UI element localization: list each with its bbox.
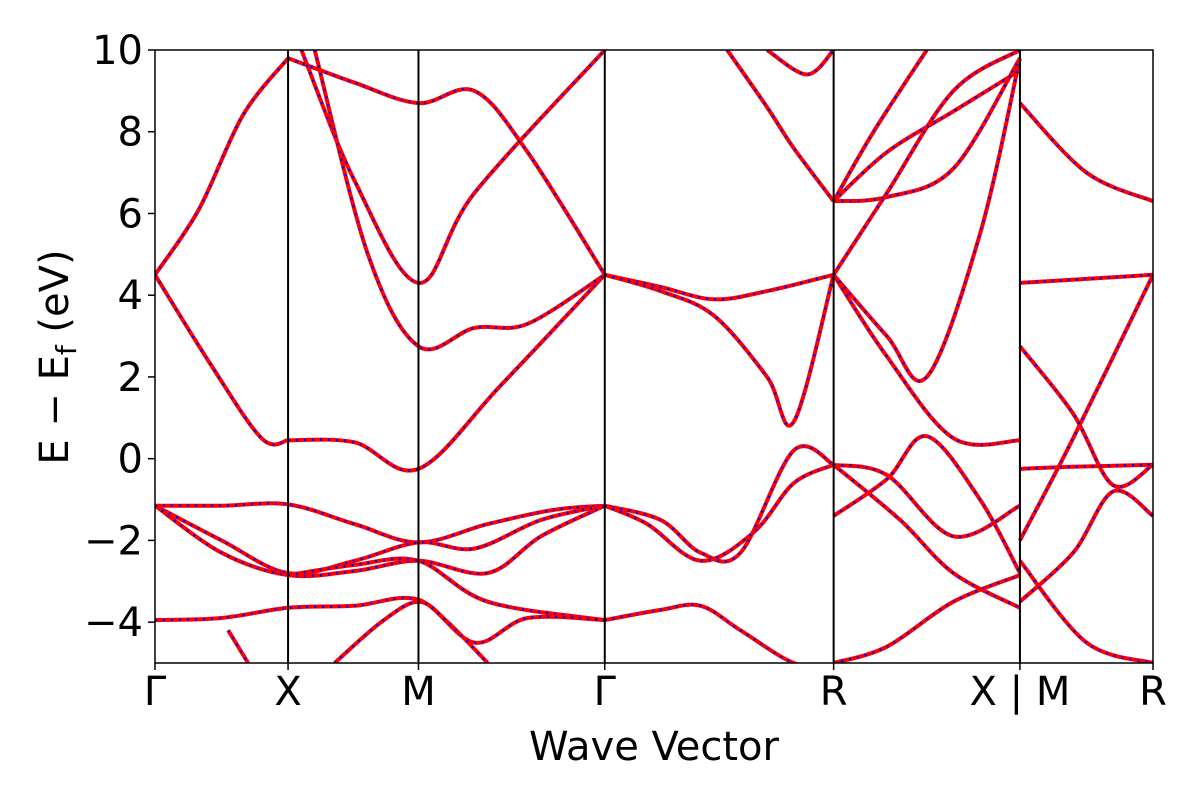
band-line-12: [333, 599, 490, 663]
band-line-3: [288, 273, 607, 473]
band-line-36: [1018, 559, 1153, 663]
x-tick-label-1: X: [274, 669, 301, 715]
high-symmetry-lines: [287, 50, 1021, 663]
plot-frame: [154, 49, 1154, 664]
band-line-overlay-9: [287, 557, 605, 622]
band-line-overlay-8: [155, 504, 606, 578]
band-line-overlay-10: [155, 596, 605, 644]
x-tick-label-6: R: [1139, 669, 1167, 715]
y-axis-label-unit: (eV): [32, 249, 78, 345]
band-line-28: [832, 68, 1021, 203]
band-line-21: [832, 434, 1022, 575]
band-line-overlay-1: [287, 57, 606, 276]
y-tick-label-2: 0: [118, 437, 143, 483]
y-axis-label-subscript: f: [50, 344, 83, 355]
band-line-overlay-22: [832, 463, 1021, 609]
y-tick-label-5: 6: [118, 191, 143, 237]
band-line-18: [725, 50, 836, 203]
y-tick-label-1: −2: [84, 518, 143, 564]
band-line-29: [831, 50, 929, 203]
x-tick-label-4: R: [820, 669, 848, 715]
band-line-overlay-12: [333, 600, 489, 663]
band-line-4: [299, 50, 607, 285]
band-line-overlay-21: [832, 434, 1022, 574]
band-line-overlay-7: [155, 504, 606, 575]
y-tick-label-4: 4: [118, 273, 143, 319]
x-tick-label-0: Γ: [144, 669, 167, 715]
band-line-overlay-2: [155, 274, 289, 446]
y-tick-label-3: 2: [118, 355, 143, 401]
band-line-34: [1019, 462, 1153, 471]
band-line-overlay-0: [155, 57, 290, 276]
band-line-overlay-36: [1018, 560, 1153, 663]
band-line-overlay-6: [155, 502, 605, 544]
band-line-16: [604, 462, 835, 563]
band-line-32: [1018, 273, 1153, 542]
y-tick-label-0: −4: [84, 600, 143, 646]
y-tick-label-7: 10: [92, 28, 143, 74]
band-line-11: [226, 629, 250, 663]
band-line-19: [765, 50, 836, 77]
band-line-26: [831, 50, 1021, 276]
band-line-overlay-29: [832, 50, 928, 202]
x-axis: Γ X M Γ R X | M R: [144, 663, 1167, 715]
band-lines: [155, 50, 1153, 663]
x-tick-label-2: M: [401, 669, 436, 715]
band-line-15: [604, 444, 835, 564]
band-line-overlay-15: [604, 444, 835, 563]
band-line-overlay-32: [1018, 274, 1153, 541]
band-line-0: [155, 56, 290, 276]
band-line-overlay-26: [832, 50, 1021, 276]
y-axis: −4 −2 0 2 4 6 8 10: [84, 28, 155, 646]
band-line-overlay-5: [313, 50, 606, 351]
x-tick-label-5: X | M: [970, 669, 1071, 715]
band-line-25: [832, 57, 1022, 383]
band-line-overlay-13: [604, 273, 834, 301]
band-line-17: [604, 602, 801, 663]
band-line-20: [833, 462, 1021, 539]
band-line-30: [1018, 101, 1153, 204]
band-line-overlay-24: [832, 274, 1020, 447]
y-axis-label-main: E − E: [32, 355, 78, 465]
band-line-2: [155, 273, 289, 447]
band-line-overlay-35: [1019, 489, 1153, 603]
y-tick-label-6: 8: [118, 110, 143, 156]
band-line-33: [1018, 345, 1153, 489]
band-line-27: [833, 57, 1022, 204]
band-line-overlay-30: [1018, 102, 1153, 203]
band-line-overlay-23: [833, 573, 1021, 663]
band-line-10: [155, 595, 605, 645]
band-line-13: [604, 272, 835, 302]
y-axis-label: E − Ef (eV): [32, 249, 83, 464]
band-line-14: [604, 272, 836, 428]
band-line-24: [831, 273, 1020, 447]
band-line-31: [1019, 272, 1153, 285]
x-axis-label: Wave Vector: [529, 724, 780, 770]
x-tick-label-3: Γ: [594, 669, 617, 715]
